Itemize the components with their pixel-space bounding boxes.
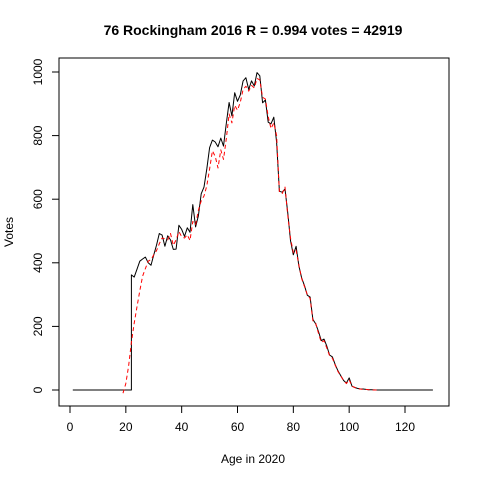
x-axis-label: Age in 2020 [221, 452, 285, 466]
y-tick-label: 800 [31, 125, 45, 145]
x-tick-label: 40 [175, 420, 189, 434]
y-tick-label: 1000 [31, 58, 45, 85]
y-tick-label: 400 [31, 252, 45, 272]
y-tick-label: 0 [31, 386, 45, 393]
x-tick-label: 120 [395, 420, 415, 434]
y-axis-label: Votes [2, 217, 16, 247]
x-tick-label: 20 [119, 420, 133, 434]
y-tick-label: 600 [31, 189, 45, 209]
x-tick-label: 60 [231, 420, 245, 434]
chart-title: 76 Rockingham 2016 R = 0.994 votes = 429… [104, 22, 403, 38]
x-axis: 0 20 40 60 80 100 120 [67, 405, 415, 434]
series-group [72, 72, 433, 394]
y-tick-label: 200 [31, 316, 45, 336]
x-tick-label: 0 [67, 420, 74, 434]
y-axis: 0 200 400 600 800 1000 [31, 58, 60, 393]
series-line-dashed [122, 77, 378, 394]
x-tick-label: 100 [339, 420, 359, 434]
series-line-solid [72, 72, 433, 391]
x-tick-label: 80 [287, 420, 301, 434]
plot-frame [58, 57, 450, 407]
